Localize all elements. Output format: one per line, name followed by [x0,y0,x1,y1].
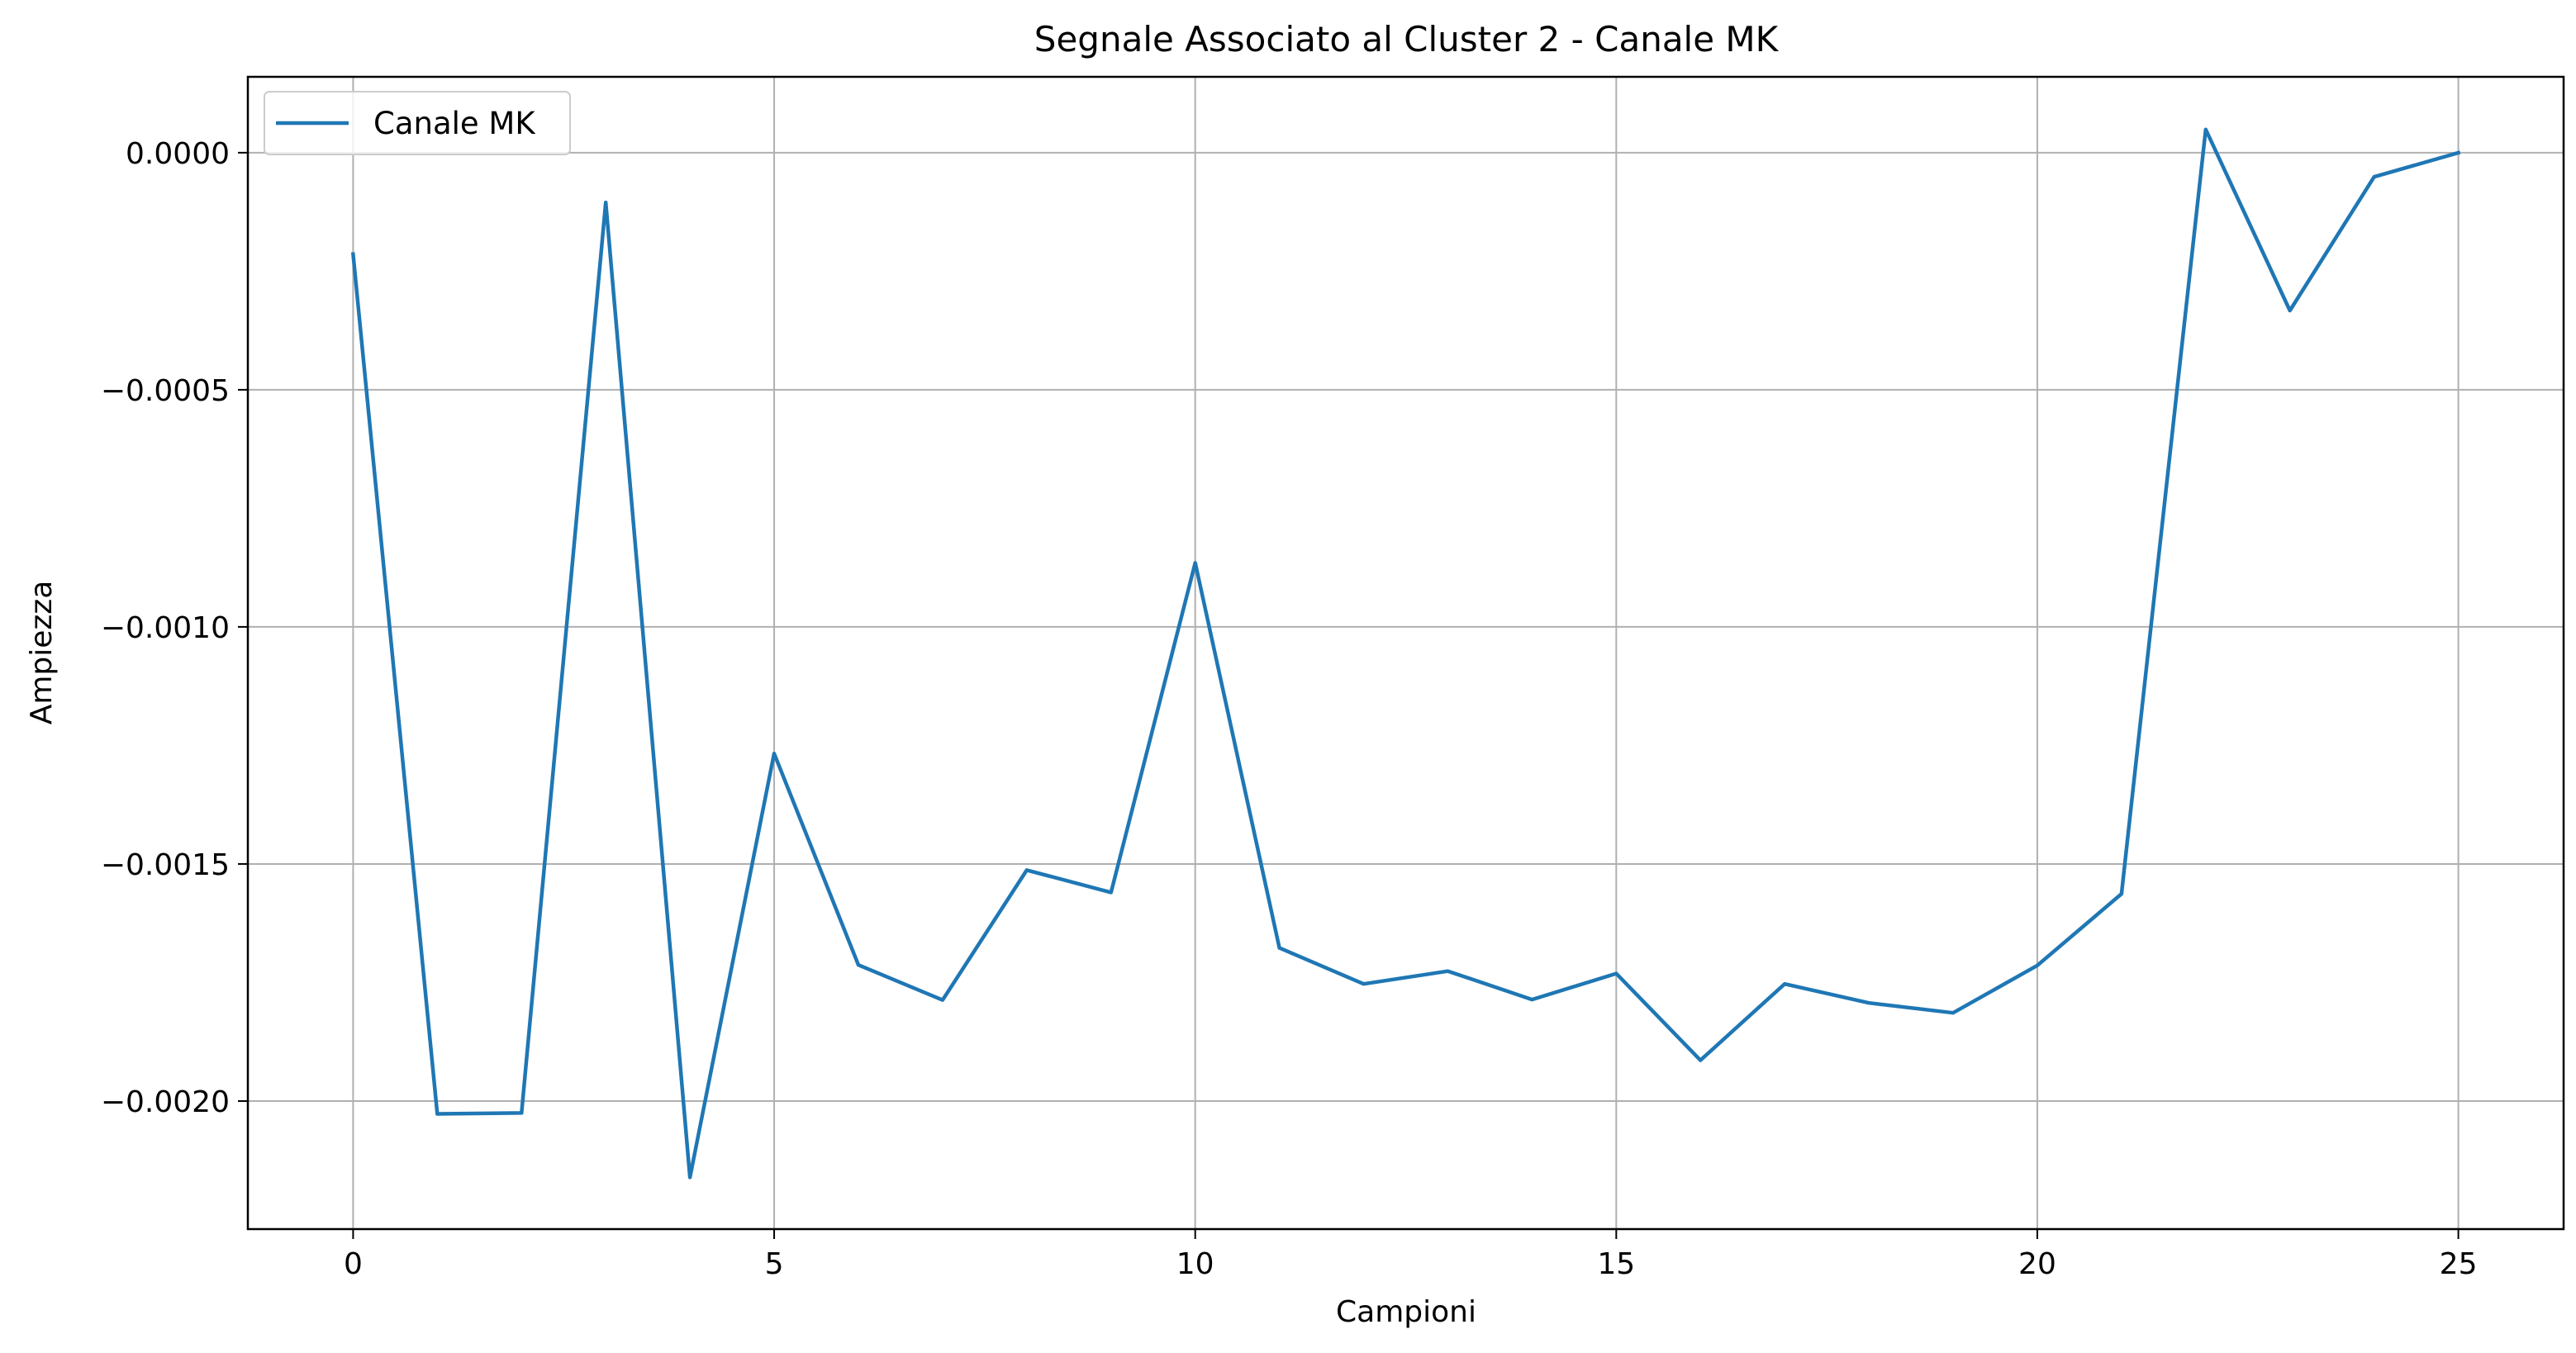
ticks: 0 5 10 15 20 25 0.0000 −0.0005 −0.0010 −0.0015 −0.… [101,137,2478,1281]
legend-box [264,91,571,155]
x-tick-label: 15 [1597,1247,1635,1281]
grid [248,77,2564,1229]
y-tick-label: −0.0005 [101,374,230,408]
x-tick-label: 10 [1176,1247,1214,1281]
x-axis-label: Campioni [1336,1295,1476,1329]
legend: Canale MK [264,91,571,155]
plot-frame [246,75,2565,1231]
legend-label: Canale MK [373,106,536,141]
y-axis-label: Ampiezza [25,581,59,725]
y-tick-label: −0.0015 [101,848,230,882]
x-tick-label: 0 [344,1247,363,1281]
series-layer [350,127,2461,1180]
y-tick-label: 0.0000 [126,137,230,171]
x-tick-label: 25 [2440,1247,2478,1281]
series-line [350,127,2461,1180]
y-tick-label: −0.0010 [101,611,230,645]
y-tick-label: −0.0020 [101,1085,230,1119]
x-tick-label: 20 [2018,1247,2056,1281]
x-tick-label: 5 [765,1247,784,1281]
chart-title: Segnale Associato al Cluster 2 - Canale … [1034,19,1780,59]
